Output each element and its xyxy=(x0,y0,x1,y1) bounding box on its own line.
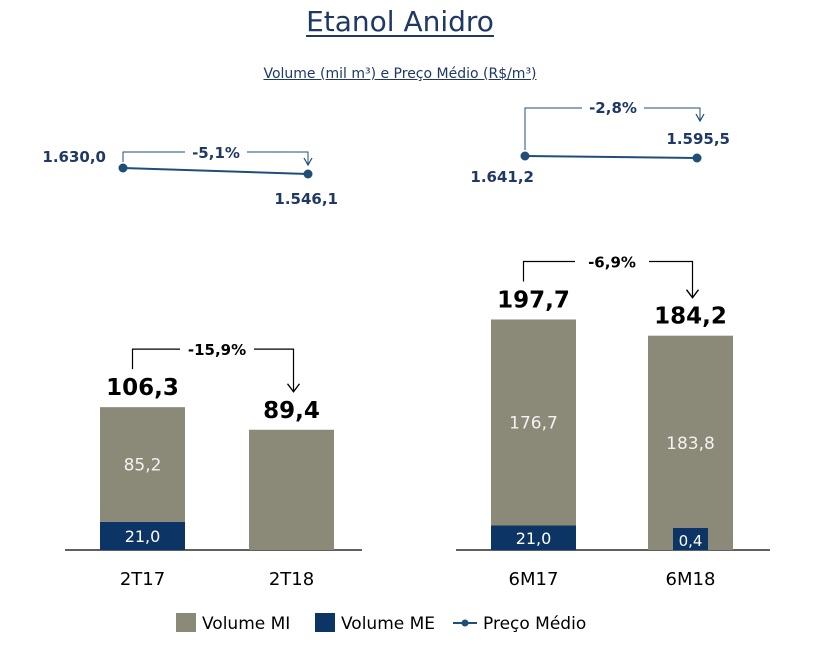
chart-title-text: Etanol Anidro xyxy=(306,5,494,38)
bar-label-volume-me-6M18: 0,4 xyxy=(679,532,703,550)
volume-change-arrowhead-0 xyxy=(286,383,301,393)
bar-label-volume-mi-2T17: 85,2 xyxy=(124,455,162,475)
chart-subtitle: Volume (mil m³) e Preço Médio (R$/m³) xyxy=(0,66,800,82)
bar-label-volume-mi-6M18: 183,8 xyxy=(666,434,715,454)
bar-volume-mi-6M17 xyxy=(491,319,576,526)
bar-volume-me-2T17 xyxy=(100,521,185,550)
bar-label-volume-mi-6M17: 176,7 xyxy=(509,413,558,433)
bar-volume-mi-2T18 xyxy=(249,429,334,550)
bar-total-label-2T17: 106,3 xyxy=(106,375,179,401)
price-change-label-bg-0 xyxy=(185,142,247,162)
volume-change-label-1: -6,9% xyxy=(588,253,636,271)
bar-volume-me-6M17 xyxy=(491,525,576,550)
legend-label-0: Volume MI xyxy=(202,614,290,634)
price-point-2T18 xyxy=(303,169,313,179)
bar-total-label-6M17: 197,7 xyxy=(497,287,570,313)
legend-marker-2 xyxy=(461,619,469,627)
bar-label-volume-me-6M17: 21,0 xyxy=(516,529,552,548)
price-line-0 xyxy=(122,167,309,175)
volume-change-label-bg-0 xyxy=(180,339,254,360)
price-label-6M17: 1.641,2 xyxy=(470,168,534,186)
price-line-1 xyxy=(524,155,698,159)
legend-swatch-0 xyxy=(176,613,196,632)
chart-subtitle-text: Volume (mil m³) e Preço Médio (R$/m³) xyxy=(263,66,537,82)
volume-change-label-bg-1 xyxy=(575,251,649,272)
price-point-6M18 xyxy=(692,153,702,163)
price-change-arrowhead-0 xyxy=(303,157,313,167)
bar-volume-mi-6M18 xyxy=(648,335,733,550)
bar-volume-me-overlay-6M18 xyxy=(673,528,708,550)
x-tick-label-2T18: 2T18 xyxy=(269,569,314,590)
chart-title: Etanol Anidro xyxy=(0,5,800,38)
bar-label-volume-me-2T17: 21,0 xyxy=(125,527,161,546)
price-change-label-bg-1 xyxy=(582,98,644,118)
price-change-label-0: -5,1% xyxy=(192,144,240,162)
price-label-2T17: 1.630,0 xyxy=(42,148,106,166)
x-tick-label-6M17: 6M17 xyxy=(509,569,559,590)
price-point-2T17 xyxy=(118,163,128,173)
price-label-2T18: 1.546,1 xyxy=(274,190,338,208)
x-tick-label-6M18: 6M18 xyxy=(666,569,716,590)
legend-label-1: Volume ME xyxy=(341,614,435,634)
price-change-label-1: -2,8% xyxy=(589,99,637,117)
price-label-6M18: 1.595,5 xyxy=(666,130,730,148)
bar-total-label-6M18: 184,2 xyxy=(654,304,727,330)
volume-change-label-0: -15,9% xyxy=(188,341,246,359)
legend-label-2: Preço Médio xyxy=(483,614,586,634)
price-point-6M17 xyxy=(520,151,530,161)
bar-volume-mi-2T17 xyxy=(100,407,185,522)
bar-total-label-2T18: 89,4 xyxy=(263,398,320,424)
price-change-arrowhead-1 xyxy=(695,113,705,123)
x-tick-label-2T17: 2T17 xyxy=(120,569,165,590)
volume-change-arrowhead-1 xyxy=(685,289,700,299)
legend-swatch-1 xyxy=(315,613,335,632)
